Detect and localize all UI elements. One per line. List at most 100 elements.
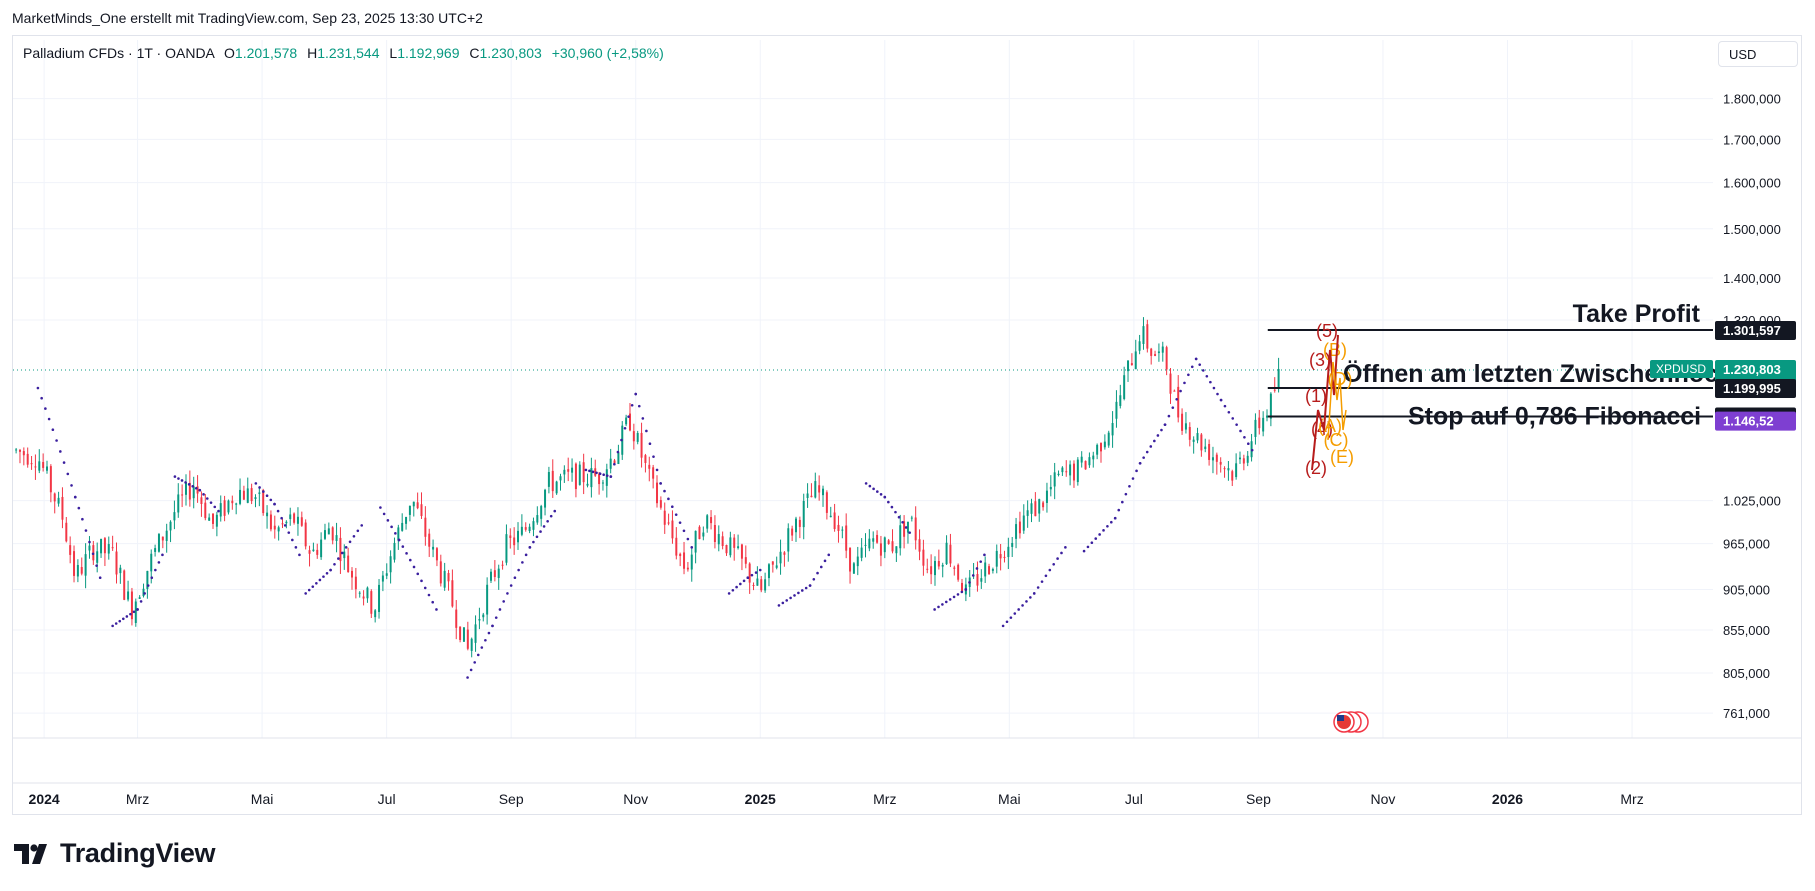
symbol-title[interactable]: Palladium CFDs · 1T · OANDA [23,45,215,61]
candle-body [578,464,581,485]
candle-body [173,512,176,521]
sar-dot [1082,549,1086,553]
high-label: H [307,45,318,61]
sar-dot [408,558,412,562]
sar-dot [394,532,397,535]
price-label-box [1715,321,1796,341]
candle-body [489,571,492,581]
candle-body [601,482,604,484]
tradingview-brand[interactable]: TradingView [14,838,216,869]
sar-dot [1209,380,1212,384]
candle [690,548,693,582]
candle-body [586,483,589,486]
candle-body [551,470,554,492]
candle [1061,466,1064,476]
sar-dot [405,552,408,555]
sar-dot [491,624,494,628]
sar-dot [908,531,912,534]
candle-body [80,567,83,574]
x-tick-label: Mai [251,791,274,807]
candle-body [1069,464,1072,476]
candle-body [96,551,99,563]
sar-dot [1032,592,1036,595]
candle [188,470,191,507]
candle-body [208,517,211,521]
candle-body [706,515,709,529]
sar-dot [73,495,77,499]
sar-dot [804,586,808,590]
sar-dot [890,505,894,509]
sar-dot [539,530,542,533]
candle [1011,536,1014,557]
candle [435,546,438,567]
candle [1165,345,1168,376]
candle-body [767,564,770,579]
candle-body [231,500,234,504]
candle-body [594,468,597,476]
candle [1057,470,1060,477]
x-tick-label: Jul [378,791,396,807]
candle [976,561,979,592]
candle [625,414,628,427]
candle-body [188,482,191,500]
candle-body [192,486,195,499]
candle-body [771,561,774,565]
currency-button[interactable]: USD [1718,41,1798,67]
sar-dot [55,439,58,442]
candle-body [204,502,207,519]
sar-dot [1086,545,1090,549]
candle [505,524,508,566]
candle [825,490,828,520]
candle-body [1061,467,1064,473]
sar-dot [118,619,122,623]
candle-body [293,513,296,523]
candle [212,513,215,529]
sar-dot [154,568,157,572]
sar-dot [1227,410,1231,414]
candle [331,526,334,545]
candle-body [532,521,535,530]
candle-body [625,417,628,425]
sar-dot [941,603,944,606]
sar-dot [202,493,205,496]
candle [223,495,226,522]
candle-body [1038,499,1041,514]
sar-dot [1056,557,1059,560]
sar-dot [59,450,62,453]
candle-body [258,492,261,494]
candle-body [930,566,933,575]
candle-body [683,552,686,569]
candle [1096,443,1099,460]
sar-dot [173,475,177,478]
candle-body [999,554,1002,559]
y-tick-label: 805,000 [1723,666,1770,681]
candle-body [679,553,682,557]
candle [1242,454,1245,471]
grid-lines [13,40,1713,738]
candle [42,453,45,472]
candle-body [1161,346,1164,353]
candle-body [582,462,585,483]
sar-dot [1171,406,1175,409]
sar-dot [678,521,682,524]
wave-label-red: (2) [1305,458,1327,478]
candle-body [1200,434,1203,451]
candle-body [513,537,516,546]
candle [845,513,848,559]
open-label: O [224,45,235,61]
candle-body [1015,524,1018,539]
chart-frame[interactable] [12,35,1802,815]
candle [984,556,987,584]
candle [281,519,284,529]
candle-body [34,466,37,468]
sar-dot [484,638,487,642]
candle [1100,442,1102,463]
candle-body [107,544,110,554]
candle [980,569,983,589]
candle [1127,360,1130,382]
candle [366,586,369,603]
candle [918,529,921,561]
candle-body [760,579,763,591]
sar-dot [513,576,517,580]
